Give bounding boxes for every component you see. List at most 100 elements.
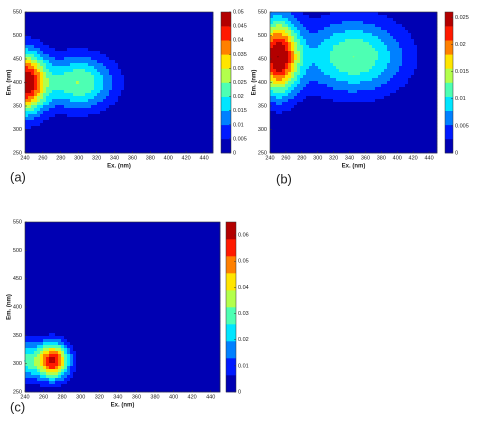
- contour-cell: [303, 108, 306, 111]
- contour-cell: [121, 30, 124, 33]
- contour-cell: [312, 24, 315, 27]
- contour-cell: [31, 138, 34, 141]
- contour-cell: [279, 84, 282, 87]
- contour-cell: [208, 138, 211, 141]
- contour-cell: [336, 132, 339, 135]
- contour-cell: [363, 15, 366, 18]
- contour-cell: [82, 30, 85, 33]
- contour-cell: [184, 135, 187, 138]
- contour-cell: [291, 30, 294, 33]
- contour-cell: [37, 90, 40, 93]
- contour-cell: [175, 81, 178, 84]
- contour-cell: [97, 39, 100, 42]
- contour-cell: [43, 18, 46, 21]
- contour-cell: [139, 33, 142, 36]
- contour-cell: [64, 132, 67, 135]
- contour-cell: [333, 120, 336, 123]
- contour-cell: [130, 54, 133, 57]
- contour-cell: [133, 51, 136, 54]
- contour-cell: [193, 72, 196, 75]
- contour-cell: [148, 69, 151, 72]
- contour-cell: [312, 45, 315, 48]
- contour-cell: [369, 69, 372, 72]
- contour-cell: [139, 147, 142, 150]
- contour-cell: [187, 27, 190, 30]
- contour-cell: [97, 90, 100, 93]
- contour-cell: [82, 81, 85, 84]
- contour-cell: [309, 105, 312, 108]
- contour-cell: [309, 126, 312, 129]
- contour-cell: [300, 141, 303, 144]
- contour-cell: [46, 87, 49, 90]
- contour-cell: [384, 117, 387, 120]
- contour-cell: [52, 93, 55, 96]
- contour-cell: [273, 84, 276, 87]
- contour-cell: [55, 120, 58, 123]
- contour-cell: [163, 30, 166, 33]
- contour-cell: [175, 51, 178, 54]
- contour-cell: [109, 114, 112, 117]
- contour-cell: [106, 87, 109, 90]
- contour-cell: [363, 51, 366, 54]
- contour-cell: [208, 81, 211, 84]
- contour-cell: [31, 144, 34, 147]
- contour-cell: [112, 93, 115, 96]
- contour-cell: [345, 15, 348, 18]
- contour-cell: [279, 81, 282, 84]
- contour-cell: [312, 147, 315, 150]
- contour-cell: [163, 18, 166, 21]
- contour-cell: [202, 126, 205, 129]
- contour-cell: [130, 15, 133, 18]
- contour-cell: [375, 30, 378, 33]
- contour-cell: [76, 33, 79, 36]
- contour-cell: [154, 33, 157, 36]
- contour-cell: [145, 138, 148, 141]
- contour-cell: [279, 57, 282, 60]
- contour-cell: [172, 147, 175, 150]
- contour-cell: [357, 54, 360, 57]
- contour-cell: [70, 24, 73, 27]
- contour-cell: [55, 78, 58, 81]
- contour-cell: [381, 132, 384, 135]
- contour-cell: [330, 90, 333, 93]
- contour-cell: [175, 99, 178, 102]
- contour-cell: [82, 108, 85, 111]
- contour-cell: [270, 126, 273, 129]
- contour-cell: [43, 12, 46, 15]
- contour-cell: [205, 33, 208, 36]
- contour-cell: [315, 117, 318, 120]
- contour-cell: [148, 27, 151, 30]
- contour-cell: [354, 90, 357, 93]
- contour-cell: [348, 36, 351, 39]
- contour-cell: [279, 78, 282, 81]
- contour-cell: [79, 78, 82, 81]
- contour-cell: [157, 63, 160, 66]
- contour-cell: [85, 84, 88, 87]
- contour-cell: [178, 105, 181, 108]
- contour-cell: [384, 78, 387, 81]
- contour-cell: [94, 141, 97, 144]
- contour-cell: [279, 114, 282, 117]
- contour-cell: [354, 111, 357, 114]
- contour-cell: [172, 141, 175, 144]
- contour-cell: [285, 90, 288, 93]
- contour-cell: [303, 57, 306, 60]
- contour-cell: [82, 90, 85, 93]
- contour-cell: [208, 120, 211, 123]
- contour-cell: [127, 39, 130, 42]
- contour-cell: [387, 15, 390, 18]
- contour-cell: [64, 105, 67, 108]
- contour-cell: [124, 99, 127, 102]
- contour-cell: [357, 123, 360, 126]
- contour-cell: [294, 39, 297, 42]
- contour-cell: [273, 24, 276, 27]
- contour-cell: [100, 84, 103, 87]
- contour-cell: [73, 12, 76, 15]
- contour-cell: [384, 51, 387, 54]
- contour-cell: [375, 39, 378, 42]
- contour-cell: [360, 105, 363, 108]
- contour-cell: [291, 63, 294, 66]
- contour-cell: [184, 33, 187, 36]
- contour-cell: [381, 75, 384, 78]
- contour-cell: [202, 144, 205, 147]
